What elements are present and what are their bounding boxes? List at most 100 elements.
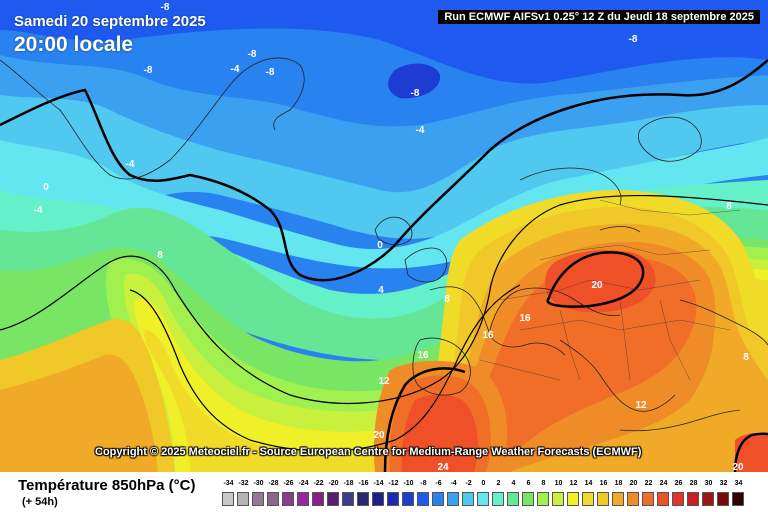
contour-labels: -8 -8 -8 -4 -8 -8 -4 -4 0 -4 -8 8 0 4 8 … — [34, 2, 750, 472]
legend-swatch — [417, 492, 429, 506]
legend-swatch — [342, 492, 354, 506]
contour-20-se — [733, 432, 768, 472]
legend-label: -34 — [223, 480, 234, 487]
zone-minus2 — [0, 95, 768, 240]
contour-label: -8 — [266, 67, 275, 78]
legend-label: -26 — [283, 480, 294, 487]
legend-label: -16 — [358, 480, 369, 487]
contour-label: 12 — [378, 376, 390, 387]
legend-swatch — [732, 492, 744, 506]
legend-swatch — [687, 492, 699, 506]
legend-label: -10 — [403, 480, 414, 487]
legend-swatch — [267, 492, 279, 506]
legend-swatch — [492, 492, 504, 506]
legend-swatch — [537, 492, 549, 506]
legend-label: 16 — [599, 480, 608, 487]
contour-20-central — [546, 251, 645, 308]
legend-swatch — [612, 492, 624, 506]
date-title: Samedi 20 septembre 2025 — [14, 13, 206, 30]
legend-label: -18 — [343, 480, 354, 487]
map-canvas: -8 -8 -8 -4 -8 -8 -4 -4 0 -4 -8 8 0 4 8 … — [0, 0, 768, 472]
zone-24-iberia — [401, 394, 478, 472]
legend-label: 10 — [554, 480, 563, 487]
contour-8 — [0, 194, 768, 405]
legend-swatch — [402, 492, 414, 506]
legend-swatch — [462, 492, 474, 506]
zone-minus10 — [388, 63, 441, 99]
contour-label: 8 — [726, 201, 732, 212]
legend-label: -28 — [268, 480, 279, 487]
legend-swatch — [372, 492, 384, 506]
contour-label: 24 — [437, 462, 449, 472]
temperature-map: -8 -8 -8 -4 -8 -8 -4 -4 0 -4 -8 8 0 4 8 … — [0, 0, 768, 472]
legend-swatch — [522, 492, 534, 506]
variable-title: Température 850hPa (°C) — [18, 477, 196, 494]
contour-label: -4 — [231, 64, 240, 75]
legend-label: -6 — [435, 480, 442, 487]
legend-swatch — [567, 492, 579, 506]
legend-swatch — [432, 492, 444, 506]
legend-label: -8 — [420, 480, 427, 487]
legend-label: -14 — [373, 480, 384, 487]
footer-bar: Température 850hPa (°C) (+ 54h) -34 -32 -3… — [0, 472, 768, 512]
legend-label: 8 — [541, 480, 546, 487]
contour-label: 0 — [43, 182, 49, 193]
legend-label: 30 — [704, 480, 713, 487]
contour-label: -8 — [411, 88, 420, 99]
legend-swatch — [657, 492, 669, 506]
legend-label: 6 — [526, 480, 531, 487]
legend-label: 20 — [629, 480, 638, 487]
contour-label: -8 — [161, 2, 170, 13]
country-borders — [479, 199, 741, 381]
legend-label: 28 — [689, 480, 698, 487]
legend-swatch — [627, 492, 639, 506]
legend-swatch — [582, 492, 594, 506]
legend-label: -4 — [450, 480, 457, 487]
contour-label: 20 — [373, 430, 385, 441]
contour-label: -8 — [629, 34, 638, 45]
contour-label: 12 — [635, 400, 647, 411]
zone-minus4 — [0, 55, 768, 224]
contour-label: -4 — [416, 125, 425, 136]
contour-label: -8 — [248, 49, 257, 60]
legend-swatch — [357, 492, 369, 506]
legend-label: -32 — [238, 480, 249, 487]
legend-swatch — [552, 492, 564, 506]
legend-swatch — [252, 492, 264, 506]
legend-label: 18 — [614, 480, 623, 487]
contour-label: 20 — [591, 280, 603, 291]
contour-label: 16 — [482, 330, 494, 341]
legend-swatch — [447, 492, 459, 506]
lead-time: (+ 54h) — [22, 496, 58, 508]
contour-0 — [0, 59, 768, 282]
legend-label: -2 — [465, 480, 472, 487]
legend-swatch — [222, 492, 234, 506]
contour-label: 20 — [732, 462, 744, 472]
contour-label: -4 — [34, 205, 43, 216]
contour-label: -8 — [144, 65, 153, 76]
legend-label: -24 — [298, 480, 309, 487]
legend-label: 4 — [511, 480, 516, 487]
legend-swatch — [297, 492, 309, 506]
contour-label: 8 — [157, 250, 163, 261]
legend-label: -12 — [388, 480, 399, 487]
legend-label: -30 — [253, 480, 264, 487]
legend-label: 34 — [734, 480, 743, 487]
contour-label: 16 — [519, 313, 531, 324]
copyright-notice: Copyright © 2025 Meteociel.fr - Source E… — [95, 446, 642, 458]
contour-12 — [129, 284, 521, 452]
legend-swatch — [642, 492, 654, 506]
legend-swatch — [672, 492, 684, 506]
legend-swatch — [312, 492, 324, 506]
legend-label: 32 — [719, 480, 728, 487]
legend-swatch — [387, 492, 399, 506]
legend-label: 0 — [481, 480, 486, 487]
contour-label: 8 — [444, 294, 450, 305]
legend-label: -20 — [328, 480, 339, 487]
contour-label: 4 — [378, 285, 384, 296]
legend-label: 14 — [584, 480, 593, 487]
zone-22-europe — [470, 257, 697, 472]
contour-label: 8 — [743, 352, 749, 363]
zone-18 — [0, 354, 158, 472]
legend-label: 26 — [674, 480, 683, 487]
